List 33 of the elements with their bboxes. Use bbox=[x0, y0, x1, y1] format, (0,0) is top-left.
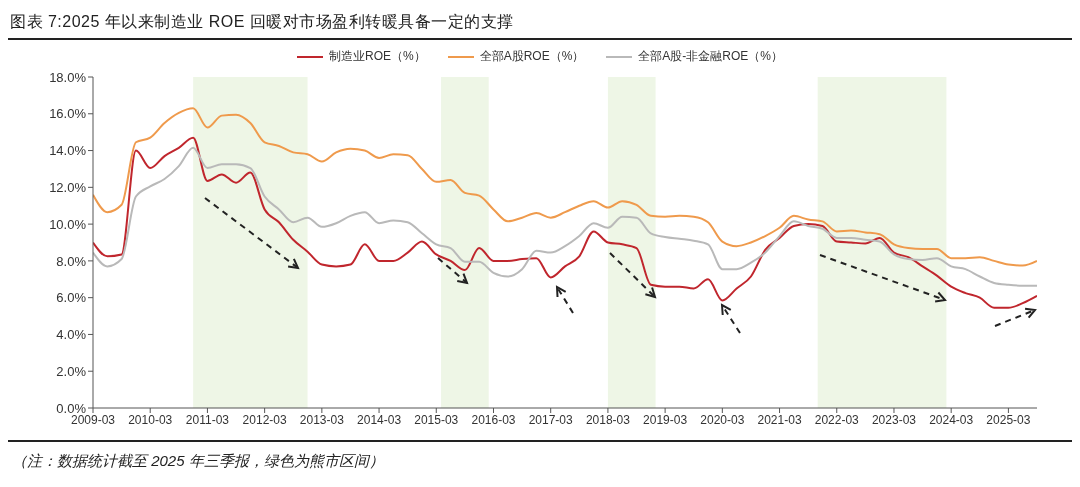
x-tick-label: 2013-03 bbox=[299, 412, 345, 427]
y-tick-label: 16.0% bbox=[49, 106, 87, 122]
x-tick-label: 2020-03 bbox=[700, 412, 745, 427]
line-series bbox=[93, 107, 1037, 267]
x-tick-label: 2018-03 bbox=[585, 412, 631, 427]
y-tick-label: 18.0% bbox=[49, 69, 87, 85]
line-series bbox=[93, 146, 1037, 287]
x-tick-label: 2022-03 bbox=[814, 412, 860, 427]
x-tick-label: 2014-03 bbox=[357, 412, 402, 427]
y-tick-label: 8.0% bbox=[56, 253, 87, 269]
legend-label: 全部A股ROE（%） bbox=[479, 48, 585, 65]
legend-label: 全部A股-非金融ROE（%） bbox=[638, 48, 784, 65]
x-tick-label: 2010-03 bbox=[128, 412, 173, 427]
line-series bbox=[93, 136, 1037, 309]
chart-title: 图表 7:2025 年以来制造业 ROE 回暖对市场盈利转暖具备一定的支撑 bbox=[10, 12, 514, 32]
x-tick-label: 2012-03 bbox=[242, 412, 287, 427]
legend-label: 制造业ROE（%） bbox=[328, 48, 426, 65]
y-tick-label: 14.0% bbox=[49, 143, 87, 159]
x-tick-label: 2024-03 bbox=[929, 412, 974, 427]
y-tick-label: 12.0% bbox=[49, 179, 87, 195]
y-tick-label: 2.0% bbox=[56, 363, 87, 379]
y-tick-label: 4.0% bbox=[56, 327, 87, 343]
x-tick-label: 2023-03 bbox=[871, 412, 917, 427]
x-tick-label: 2021-03 bbox=[757, 412, 802, 427]
x-tick-label: 2015-03 bbox=[414, 412, 459, 427]
x-tick-label: 2011-03 bbox=[185, 412, 230, 427]
x-tick-label: 2019-03 bbox=[643, 412, 688, 427]
y-tick-label: 10.0% bbox=[49, 216, 87, 232]
x-tick-label: 2025-03 bbox=[986, 412, 1031, 427]
text: （注：数据统计截至 2025 年三季报，绿色为熊市区间） bbox=[12, 452, 384, 471]
y-tick-label: 6.0% bbox=[56, 290, 87, 306]
x-tick-label: 2017-03 bbox=[528, 412, 574, 427]
x-tick-label: 2016-03 bbox=[471, 412, 516, 427]
